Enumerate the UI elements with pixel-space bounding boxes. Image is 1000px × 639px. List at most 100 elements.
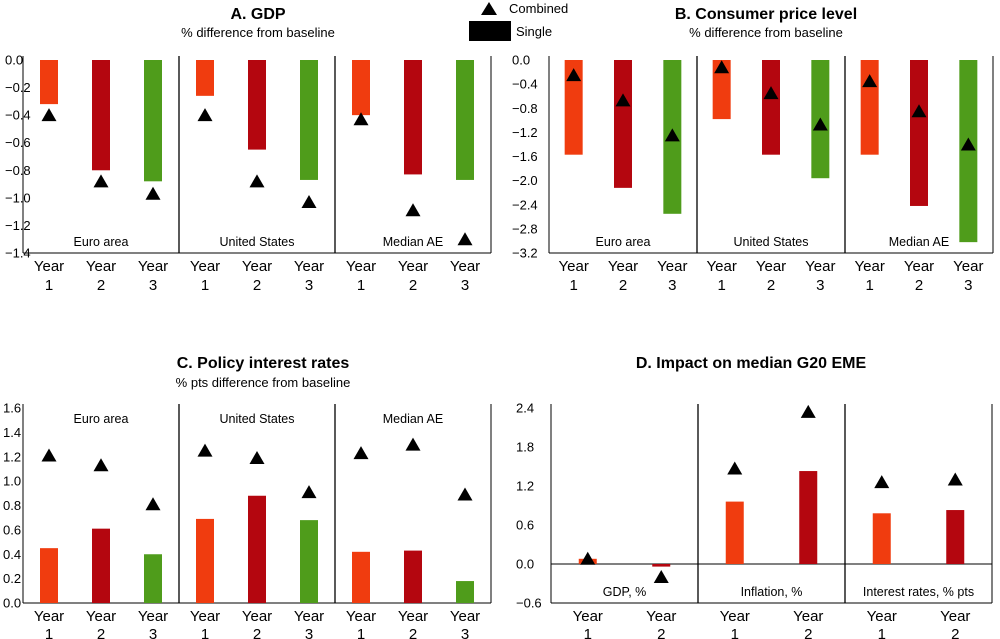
x-tick-label: Year: [720, 608, 750, 625]
y-tick-label: −1.4: [5, 246, 31, 261]
y-tick-label: −2.0: [512, 173, 538, 188]
panel-a-plot: −1.4 −1.2 −1.0 −0.8 −0.6 −0.4 −0.2 0.0 Euro area…: [5, 53, 492, 294]
x-tick-label: 1: [569, 277, 577, 294]
x-tick-label: Year: [756, 258, 786, 275]
panel-d-title: D. Impact on median G20 EME: [636, 355, 867, 372]
y-tick-label: 1.4: [3, 425, 21, 440]
y-tick-label: 1.2: [516, 479, 534, 494]
bar-single: [959, 60, 978, 243]
bar-single: [352, 60, 370, 116]
bar-single: [725, 501, 744, 564]
bar-single: [456, 581, 474, 603]
x-tick-label: 1: [201, 626, 209, 639]
marker-combined: [249, 174, 265, 188]
x-tick-label: 3: [816, 277, 824, 294]
marker-combined: [566, 68, 582, 82]
x-tick-label: Year: [34, 608, 64, 625]
panel-b-title: B. Consumer price level: [675, 6, 857, 23]
panel-c-plot: 0.0 0.2 0.4 0.6 0.8 1.0 1.2 1.4 1.6 Euro area Year…: [3, 401, 492, 639]
bar-single: [40, 548, 58, 603]
x-tick-label: 3: [668, 277, 676, 294]
x-tick-label: 1: [731, 626, 739, 639]
marker-combined: [812, 117, 828, 131]
x-tick-label: Year: [450, 258, 480, 275]
x-tick-label: 3: [305, 626, 313, 639]
group-label: Euro area: [596, 235, 651, 249]
bar-single: [300, 60, 318, 180]
marker-combined: [763, 86, 779, 100]
x-tick-label: 1: [357, 277, 365, 294]
group-label: Euro area: [74, 235, 129, 249]
x-tick-label: Year: [346, 608, 376, 625]
marker-combined: [874, 475, 890, 489]
marker-combined: [653, 570, 669, 583]
bar-single: [762, 60, 780, 155]
x-tick-label: 2: [951, 626, 959, 639]
marker-combined: [457, 487, 473, 501]
x-tick-label: Year: [573, 608, 603, 625]
y-tick-label: −1.0: [5, 190, 31, 205]
x-tick-label: 3: [461, 626, 469, 639]
marker-combined: [145, 497, 161, 511]
x-tick-label: Year: [398, 258, 428, 275]
marker-combined: [301, 485, 317, 499]
y-tick-label: 2.4: [516, 401, 534, 416]
marker-combined: [301, 194, 317, 208]
y-tick-label: 1.6: [3, 401, 21, 416]
bar-single: [872, 513, 891, 564]
x-tick-label: Year: [953, 258, 983, 275]
x-tick-label: Year: [450, 608, 480, 625]
bar-single: [799, 471, 818, 564]
panel-c-title: C. Policy interest rates: [177, 355, 350, 372]
x-tick-label: 2: [804, 626, 812, 639]
legend-combined-marker: [481, 2, 497, 15]
x-tick-label: Year: [34, 258, 64, 275]
x-tick-label: Year: [559, 258, 589, 275]
x-tick-label: 1: [45, 626, 53, 639]
bar-single: [910, 60, 928, 206]
bar-single: [652, 564, 671, 567]
y-tick-label: 0.0: [512, 53, 530, 68]
x-tick-label: 2: [657, 626, 665, 639]
bar-single: [712, 60, 731, 120]
marker-combined: [580, 551, 596, 565]
marker-combined: [41, 448, 57, 462]
legend-combined-label: Combined: [509, 1, 568, 16]
bar-single: [300, 520, 318, 603]
x-tick-label: 1: [357, 626, 365, 639]
panel-a-subtitle: % difference from baseline: [181, 25, 335, 40]
x-tick-label: Year: [346, 258, 376, 275]
x-tick-label: Year: [904, 258, 934, 275]
group-label: United States: [219, 235, 294, 249]
group-label: GDP, %: [603, 585, 647, 599]
y-tick-label: −0.6: [5, 135, 31, 150]
legend-single-label: Single: [516, 24, 552, 39]
marker-combined: [911, 104, 927, 118]
group-label: Median AE: [383, 412, 443, 426]
y-tick-label: −3.2: [512, 246, 538, 261]
marker-combined: [93, 458, 109, 472]
group-label: Median AE: [889, 235, 949, 249]
bar-single: [564, 60, 583, 155]
marker-combined: [800, 404, 816, 418]
x-tick-label: Year: [190, 258, 220, 275]
marker-combined: [615, 93, 631, 107]
x-tick-label: 2: [97, 626, 105, 639]
y-tick-label: −0.6: [516, 596, 542, 611]
x-tick-label: Year: [398, 608, 428, 625]
x-tick-label: Year: [657, 258, 687, 275]
x-tick-label: 2: [253, 277, 261, 294]
marker-combined: [405, 437, 421, 451]
marker-combined: [947, 472, 963, 486]
x-tick-label: Year: [294, 258, 324, 275]
y-tick-label: 0.0: [516, 557, 534, 572]
x-tick-label: Year: [190, 608, 220, 625]
bar-single: [352, 551, 370, 603]
y-tick-label: 0.2: [3, 571, 21, 586]
bar-single: [614, 60, 632, 188]
marker-combined: [727, 461, 743, 475]
x-tick-label: 3: [149, 277, 157, 294]
y-tick-label: −0.8: [512, 101, 538, 116]
bar-single: [404, 60, 422, 175]
